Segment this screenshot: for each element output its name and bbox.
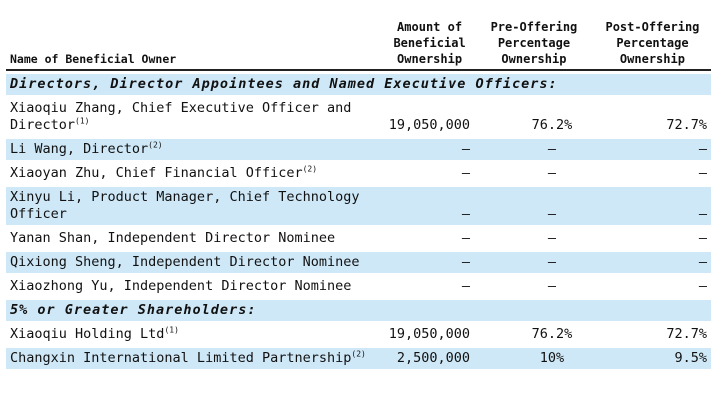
table-row: Changxin International Limited Partnersh… xyxy=(6,348,711,369)
amount-cell: — xyxy=(461,165,470,181)
table-row: Qixiong Sheng, Independent Director Nomi… xyxy=(6,252,711,273)
post-offering-cell: — xyxy=(698,230,707,246)
owner-name: Xiaozhong Yu, Independent Director Nomin… xyxy=(6,276,379,297)
section-row-directors: Directors, Director Appointees and Named… xyxy=(6,74,711,95)
table-row: Xiaozhong Yu, Independent Director Nomin… xyxy=(6,276,711,297)
owner-name: Xiaoyan Zhu, Chief Financial Officer(2) xyxy=(6,163,379,184)
post-offering-cell: 72.7% xyxy=(666,117,707,133)
footnote-ref: (2) xyxy=(351,349,366,359)
owner-name-text: Xiaoqiu Zhang, Chief Executive Officer a… xyxy=(10,100,352,133)
header-name: Name of Beneficial Owner xyxy=(6,17,380,71)
amount-cell: 19,050,000 xyxy=(388,117,470,133)
owner-name-text: Qixiong Sheng, Independent Director Nomi… xyxy=(10,254,360,270)
owner-name: Changxin International Limited Partnersh… xyxy=(6,348,380,369)
post-offering-cell: — xyxy=(698,165,707,181)
owner-name: Qixiong Sheng, Independent Director Nomi… xyxy=(6,252,380,273)
table-row: Xiaoyan Zhu, Chief Financial Officer(2) … xyxy=(6,163,711,184)
owner-name-text: Li Wang, Director xyxy=(10,141,149,157)
table-row: Xiaoqiu Holding Ltd(1) 19,050,000 76.2% … xyxy=(6,324,711,345)
beneficial-ownership-table: Name of Beneficial Owner Amount of Benef… xyxy=(6,14,711,372)
owner-name-text: Changxin International Limited Partnersh… xyxy=(10,350,352,366)
footnote-ref: (2) xyxy=(302,164,318,174)
table-row: Xiaoqiu Zhang, Chief Executive Officer a… xyxy=(6,98,711,136)
owner-name: Xiaoqiu Holding Ltd(1) xyxy=(6,324,379,345)
post-offering-cell: 72.7% xyxy=(666,326,707,342)
header-pre-offering: Pre-Offering Percentage Ownership xyxy=(479,17,588,71)
footnote-ref: (1) xyxy=(164,325,179,335)
pre-offering-cell: — xyxy=(547,230,556,246)
owner-name-text: Xiaozhong Yu, Independent Director Nomin… xyxy=(10,278,352,294)
owner-name-text: Xiaoyan Zhu, Chief Financial Officer xyxy=(10,165,303,181)
post-offering-cell: — xyxy=(698,278,707,294)
section-title-directors: Directors, Director Appointees and Named… xyxy=(6,74,711,95)
table-row: Yanan Shan, Independent Director Nominee… xyxy=(6,228,711,249)
header-row: Name of Beneficial Owner Amount of Benef… xyxy=(6,17,711,71)
section-row-shareholders: 5% or Greater Shareholders: xyxy=(6,300,711,321)
amount-cell: — xyxy=(379,187,480,225)
owner-name-text: Yanan Shan, Independent Director Nominee xyxy=(10,230,336,246)
pre-offering-cell: — xyxy=(547,165,556,181)
pre-offering-cell: — xyxy=(547,278,556,294)
amount-cell: — xyxy=(461,230,470,246)
pre-offering-cell: — xyxy=(479,139,588,160)
post-offering-cell: — xyxy=(587,252,711,273)
post-offering-cell: — xyxy=(587,139,711,160)
owner-name: Xiaoqiu Zhang, Chief Executive Officer a… xyxy=(6,98,379,136)
pre-offering-cell: — xyxy=(479,187,588,225)
owner-name-text: Xinyu Li, Product Manager, Chief Technol… xyxy=(10,189,360,222)
amount-cell: — xyxy=(461,278,470,294)
table-row: Li Wang, Director(2) — — — xyxy=(6,139,711,160)
pre-offering-cell: 76.2% xyxy=(531,117,573,133)
section-title-shareholders: 5% or Greater Shareholders: xyxy=(6,300,711,321)
header-post-offering: Post-Offering Percentage Ownership xyxy=(587,17,711,71)
owner-name-text: Xiaoqiu Holding Ltd xyxy=(10,326,165,342)
amount-cell: 19,050,000 xyxy=(388,326,470,342)
footnote-ref: (1) xyxy=(75,116,90,126)
owner-name: Yanan Shan, Independent Director Nominee xyxy=(6,228,379,249)
pre-offering-cell: 76.2% xyxy=(531,326,573,342)
amount-cell: — xyxy=(379,252,480,273)
footnote-ref: (2) xyxy=(148,140,163,150)
post-offering-cell: 9.5% xyxy=(587,348,711,369)
pre-offering-cell: 10% xyxy=(479,348,588,369)
owner-name: Li Wang, Director(2) xyxy=(6,139,380,160)
pre-offering-cell: — xyxy=(479,252,588,273)
table-row: Xinyu Li, Product Manager, Chief Technol… xyxy=(6,187,711,225)
post-offering-cell: — xyxy=(587,187,711,225)
header-amount: Amount of Beneficial Ownership xyxy=(379,17,480,71)
amount-cell: 2,500,000 xyxy=(379,348,480,369)
owner-name: Xinyu Li, Product Manager, Chief Technol… xyxy=(6,187,380,225)
amount-cell: — xyxy=(379,139,480,160)
